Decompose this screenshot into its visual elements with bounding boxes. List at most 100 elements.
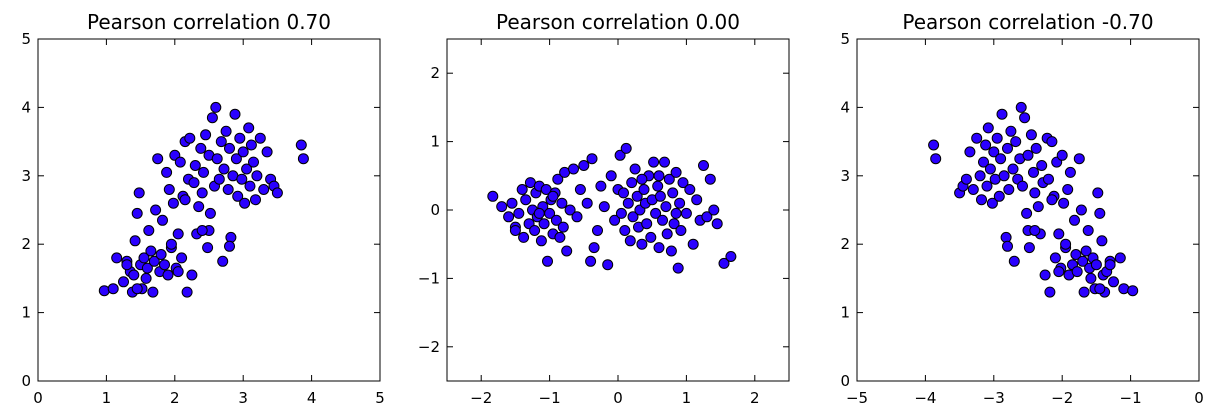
data-point <box>1028 166 1039 178</box>
data-point <box>1092 187 1104 199</box>
data-point <box>251 170 263 182</box>
x-tick-label: −2 <box>1051 389 1073 407</box>
data-point <box>218 163 230 175</box>
data-point <box>1053 228 1065 240</box>
data-point <box>222 184 234 195</box>
data-point <box>578 160 590 171</box>
data-point <box>672 262 684 274</box>
x-tick-label: 4 <box>307 389 317 407</box>
data-point <box>588 242 600 254</box>
data-point <box>196 187 208 199</box>
data-point <box>960 173 972 185</box>
x-tick-label: 1 <box>682 389 692 407</box>
data-point <box>652 180 664 192</box>
data-point <box>1049 252 1061 264</box>
data-point <box>654 190 666 202</box>
data-point <box>626 177 638 189</box>
data-point <box>668 218 680 230</box>
y-tick-label: −2 <box>418 338 440 356</box>
data-point <box>993 190 1005 202</box>
data-point <box>143 225 155 236</box>
y-tick-label: 2 <box>21 235 31 253</box>
data-point <box>641 218 653 230</box>
data-point <box>667 187 679 199</box>
data-point <box>129 235 141 247</box>
data-point <box>1002 240 1013 252</box>
data-point <box>213 173 225 185</box>
data-point <box>614 149 626 161</box>
data-point <box>1064 166 1076 178</box>
data-point <box>574 184 586 195</box>
data-point <box>225 231 237 243</box>
x-tick-label: 0 <box>1194 389 1204 407</box>
data-point <box>636 238 648 250</box>
chart-panel-1: Pearson correlation 0.70 0 1 2 3 4 5 0 1 2 3 4 5 <box>21 10 384 407</box>
data-point <box>184 132 196 144</box>
data-point <box>487 190 499 202</box>
data-point <box>1039 269 1051 281</box>
data-point <box>118 276 129 288</box>
data-point <box>179 194 191 206</box>
data-point <box>147 286 159 298</box>
data-point <box>581 197 593 209</box>
data-point <box>657 214 668 226</box>
data-point <box>1094 283 1106 295</box>
data-point <box>161 166 173 178</box>
data-point <box>202 242 214 254</box>
data-point <box>1015 101 1027 113</box>
data-point <box>141 262 153 274</box>
data-point <box>598 201 610 213</box>
data-point <box>653 170 665 182</box>
data-point <box>150 204 162 216</box>
y-tick-label: 5 <box>21 30 31 48</box>
data-point <box>648 156 660 168</box>
y-tick-label: 4 <box>21 98 31 116</box>
data-point <box>162 269 174 281</box>
data-point <box>1096 235 1108 247</box>
data-point <box>687 238 699 250</box>
x-tick-label: −5 <box>846 389 868 407</box>
data-point <box>1094 207 1106 219</box>
data-point <box>976 194 987 206</box>
data-point <box>631 190 643 202</box>
data-point <box>155 249 167 260</box>
data-point <box>1019 112 1031 124</box>
x-tick-label: −4 <box>914 389 936 407</box>
data-point <box>165 238 177 250</box>
data-point <box>1060 238 1072 250</box>
data-point <box>1002 142 1013 154</box>
data-point <box>1053 266 1065 278</box>
data-point <box>1008 255 1020 267</box>
y-tick-label: 0 <box>430 201 440 219</box>
data-point <box>1007 163 1019 175</box>
data-point <box>172 228 184 240</box>
data-point <box>663 173 675 185</box>
data-point <box>181 286 193 298</box>
data-point <box>297 153 309 165</box>
data-point <box>627 211 639 223</box>
data-point <box>978 156 989 168</box>
data-point <box>670 166 682 178</box>
data-point <box>1017 180 1028 192</box>
data-point <box>1090 259 1102 271</box>
data-point <box>230 153 242 165</box>
data-point <box>1077 255 1089 267</box>
x-tick-label: 0 <box>33 389 43 407</box>
plot-frame <box>37 38 381 382</box>
y-tick-label: 1 <box>430 133 440 151</box>
data-point <box>653 242 665 254</box>
data-point <box>684 184 696 195</box>
data-point <box>167 197 179 209</box>
data-point <box>619 225 631 236</box>
data-point <box>620 142 632 154</box>
data-point <box>232 190 244 202</box>
data-point <box>133 187 145 199</box>
data-point <box>533 207 545 219</box>
data-point <box>1043 173 1054 185</box>
data-point <box>1044 286 1056 298</box>
data-point <box>564 204 576 216</box>
data-point <box>718 257 730 269</box>
data-point <box>243 122 255 134</box>
data-point <box>295 139 307 151</box>
